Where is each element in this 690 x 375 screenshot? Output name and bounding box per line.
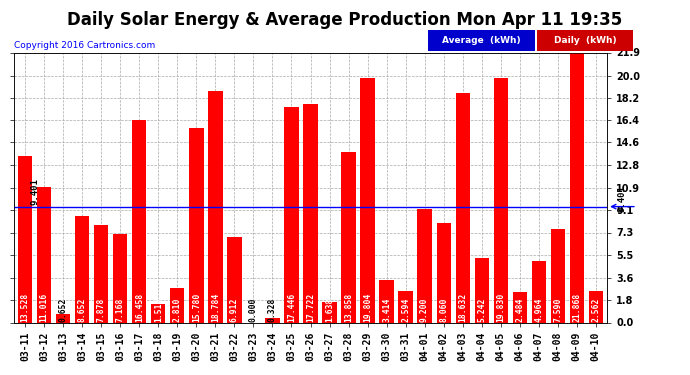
Bar bbox=[417, 209, 432, 322]
Text: 3.414: 3.414 bbox=[382, 297, 391, 321]
Text: 9.200: 9.200 bbox=[420, 297, 429, 321]
Text: 4.964: 4.964 bbox=[534, 297, 543, 321]
Text: 11.016: 11.016 bbox=[40, 292, 49, 321]
Bar bbox=[380, 280, 394, 322]
Text: 21.868: 21.868 bbox=[572, 292, 581, 321]
Text: 2.810: 2.810 bbox=[173, 297, 182, 321]
Bar bbox=[189, 128, 204, 322]
Bar bbox=[94, 225, 108, 322]
Text: 1.510: 1.510 bbox=[154, 297, 163, 321]
Text: 19.804: 19.804 bbox=[363, 292, 372, 321]
Bar bbox=[37, 187, 51, 322]
Text: Average  (kWh): Average (kWh) bbox=[442, 36, 520, 45]
Text: 8.652: 8.652 bbox=[78, 297, 87, 321]
Bar bbox=[437, 223, 451, 322]
Bar bbox=[360, 78, 375, 322]
Text: 18.784: 18.784 bbox=[211, 292, 220, 321]
Text: Daily  (kWh): Daily (kWh) bbox=[554, 36, 616, 45]
Text: 19.830: 19.830 bbox=[496, 292, 505, 321]
Bar bbox=[342, 152, 355, 322]
Bar bbox=[493, 78, 508, 322]
Text: 2.562: 2.562 bbox=[591, 297, 600, 321]
Bar bbox=[284, 107, 299, 322]
Text: 7.590: 7.590 bbox=[553, 297, 562, 321]
Bar bbox=[75, 216, 90, 322]
Bar bbox=[589, 291, 603, 322]
Bar bbox=[18, 156, 32, 322]
Bar bbox=[322, 302, 337, 322]
Text: 6.912: 6.912 bbox=[230, 297, 239, 321]
Bar bbox=[208, 91, 223, 322]
Text: 17.722: 17.722 bbox=[306, 292, 315, 321]
Bar bbox=[113, 234, 128, 322]
Bar bbox=[227, 237, 242, 322]
Text: 2.484: 2.484 bbox=[515, 297, 524, 321]
Text: 5.242: 5.242 bbox=[477, 297, 486, 321]
Bar bbox=[455, 93, 470, 322]
Text: 8.060: 8.060 bbox=[439, 297, 448, 321]
Text: 13.528: 13.528 bbox=[21, 292, 30, 321]
Text: 9.401: 9.401 bbox=[31, 178, 40, 205]
Bar bbox=[398, 291, 413, 322]
Text: 15.780: 15.780 bbox=[192, 292, 201, 321]
Bar bbox=[56, 315, 70, 322]
Text: 0.328: 0.328 bbox=[268, 297, 277, 321]
Bar bbox=[151, 304, 166, 322]
Text: 0.652: 0.652 bbox=[59, 297, 68, 321]
Bar bbox=[551, 229, 565, 322]
Text: 16.458: 16.458 bbox=[135, 292, 144, 321]
Text: Copyright 2016 Cartronics.com: Copyright 2016 Cartronics.com bbox=[14, 41, 155, 50]
Bar bbox=[513, 292, 527, 322]
Text: 2.594: 2.594 bbox=[401, 297, 410, 321]
Text: 17.446: 17.446 bbox=[287, 292, 296, 321]
Text: Daily Solar Energy & Average Production Mon Apr 11 19:35: Daily Solar Energy & Average Production … bbox=[68, 11, 622, 29]
Text: 0.000: 0.000 bbox=[249, 297, 258, 321]
Bar bbox=[475, 258, 489, 322]
Bar bbox=[266, 318, 279, 322]
Text: 9.401: 9.401 bbox=[618, 185, 627, 212]
Bar bbox=[132, 120, 146, 322]
Text: 7.878: 7.878 bbox=[97, 297, 106, 321]
Bar bbox=[170, 288, 184, 322]
Text: 1.638: 1.638 bbox=[325, 297, 334, 321]
Bar bbox=[304, 104, 317, 322]
Bar bbox=[570, 53, 584, 322]
Text: 7.168: 7.168 bbox=[116, 297, 125, 321]
Text: 18.632: 18.632 bbox=[458, 292, 467, 321]
Bar bbox=[531, 261, 546, 322]
Text: 13.858: 13.858 bbox=[344, 292, 353, 321]
